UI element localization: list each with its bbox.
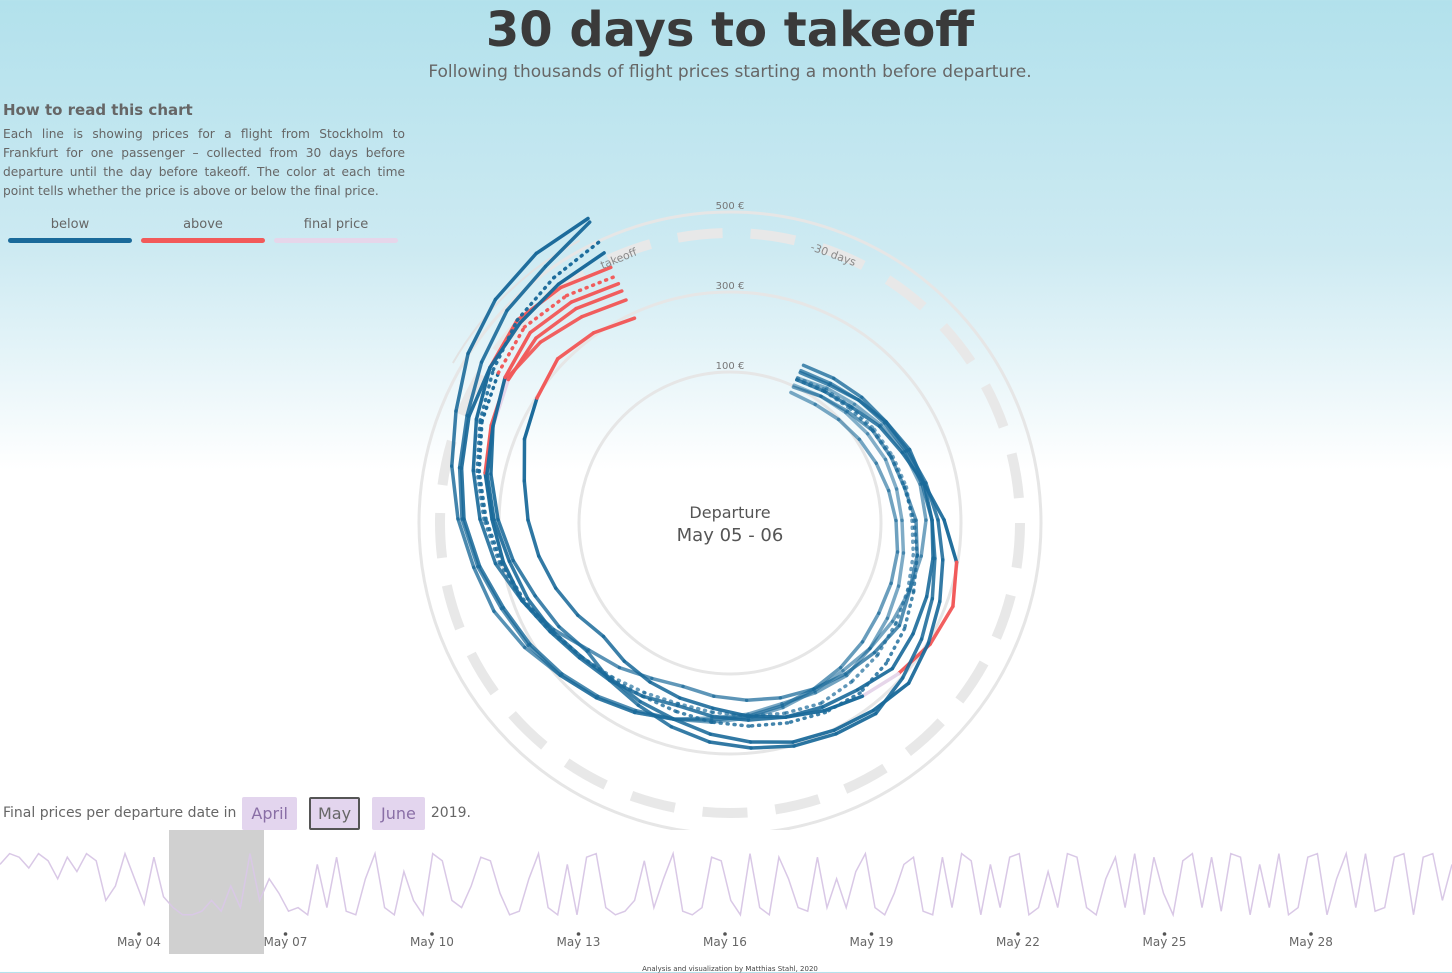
center-label: Departure [689, 503, 770, 522]
series-5-segment-19 [604, 637, 625, 662]
series-9-segment-24 [462, 468, 464, 519]
radial-price-chart: 100 € 300 € 500 € -30 days takeoff Departu… [0, 0, 1452, 830]
series-10-segment-26 [493, 377, 505, 426]
series-4-segment-28 [495, 253, 536, 299]
series-10-segment-11 [876, 678, 903, 714]
series-5-segment-29 [594, 318, 635, 333]
series-4-segment-18 [596, 698, 634, 713]
series-4-segment-24 [452, 466, 458, 519]
series-5-segment-8 [953, 562, 957, 606]
series-2-segment-8 [899, 553, 904, 586]
month-button-may[interactable]: May [309, 797, 360, 830]
series-4-segment-25 [452, 411, 456, 466]
series-5-segment-14 [748, 716, 786, 717]
timeline-tick-label: May 25 [1143, 935, 1187, 949]
series-9-segment-20 [530, 644, 562, 674]
timeline-tick-label: May 13 [557, 935, 601, 949]
series-1-segment-15 [714, 696, 747, 700]
timeline-tick-label: May 10 [410, 935, 454, 949]
series-10-segment-14 [751, 746, 794, 748]
timeline-tick-label: May 28 [1289, 935, 1333, 949]
grid-label-300: 300 € [716, 281, 745, 292]
month-filter: Final prices per departure date in April… [3, 796, 471, 830]
series-8-segment-12 [834, 710, 873, 730]
series-5-segment-23 [528, 520, 539, 556]
series-9-segment-8 [891, 552, 897, 583]
filter-year: 2019. [431, 805, 471, 821]
series-10-segment-29 [571, 284, 618, 302]
departure-timeline[interactable]: May 04 May 07 May 10 May 13 May 16 May 19 May … [0, 830, 1452, 960]
month-button-april[interactable]: April [242, 797, 297, 830]
series-5-segment-21 [556, 588, 578, 615]
series-5-segment-24 [524, 481, 528, 520]
grid-label-500: 500 € [716, 201, 745, 212]
center-dates: May 05 - 06 [677, 525, 784, 546]
axis-label-start: -30 days [809, 240, 858, 269]
series-5-segment-22 [539, 556, 556, 588]
series-5-segment-7 [944, 520, 957, 563]
series-10-segment-15 [710, 742, 752, 748]
filter-prefix: Final prices per departure date in [3, 805, 236, 821]
series-5-segment-28 [558, 333, 594, 359]
timeline-tick-label: May 16 [703, 935, 747, 949]
series-2-segment-7 [902, 520, 903, 553]
timeline-tick-label: May 04 [117, 935, 161, 949]
series-4-segment-7 [921, 520, 926, 556]
timeline-tick-label: May 19 [850, 935, 894, 949]
timeline-tick-label: May 07 [264, 935, 308, 949]
series-1-segment-25 [473, 419, 476, 470]
series-4-segment-20 [525, 647, 561, 675]
series-8-segment-15 [710, 734, 750, 742]
axis-label-end: takeoff [599, 245, 640, 271]
series-6-segment-14 [749, 723, 788, 726]
series-1-segment-16 [683, 686, 714, 696]
series-9-segment-6 [889, 491, 896, 521]
series-10-segment-16 [671, 727, 709, 742]
series-7-segment-7 [912, 520, 913, 554]
chart-series-layer [452, 219, 957, 749]
series-9-segment-16 [674, 719, 712, 720]
series-5-segment-20 [578, 615, 604, 636]
series-8-segment-7 [938, 520, 943, 560]
timeline-selection-brush[interactable] [169, 830, 264, 954]
series-8-segment-8 [940, 560, 943, 602]
timeline-tick-label: May 22 [996, 935, 1040, 949]
month-button-june[interactable]: June [372, 797, 425, 830]
series-9-segment-7 [896, 521, 898, 553]
series-1-segment-14 [747, 698, 781, 700]
grid-label-100: 100 € [716, 361, 745, 372]
series-2-segment-6 [897, 489, 902, 520]
series-7-segment-21 [522, 601, 550, 632]
series-10-segment-25 [491, 426, 493, 474]
series-5-segment-27 [537, 359, 558, 398]
